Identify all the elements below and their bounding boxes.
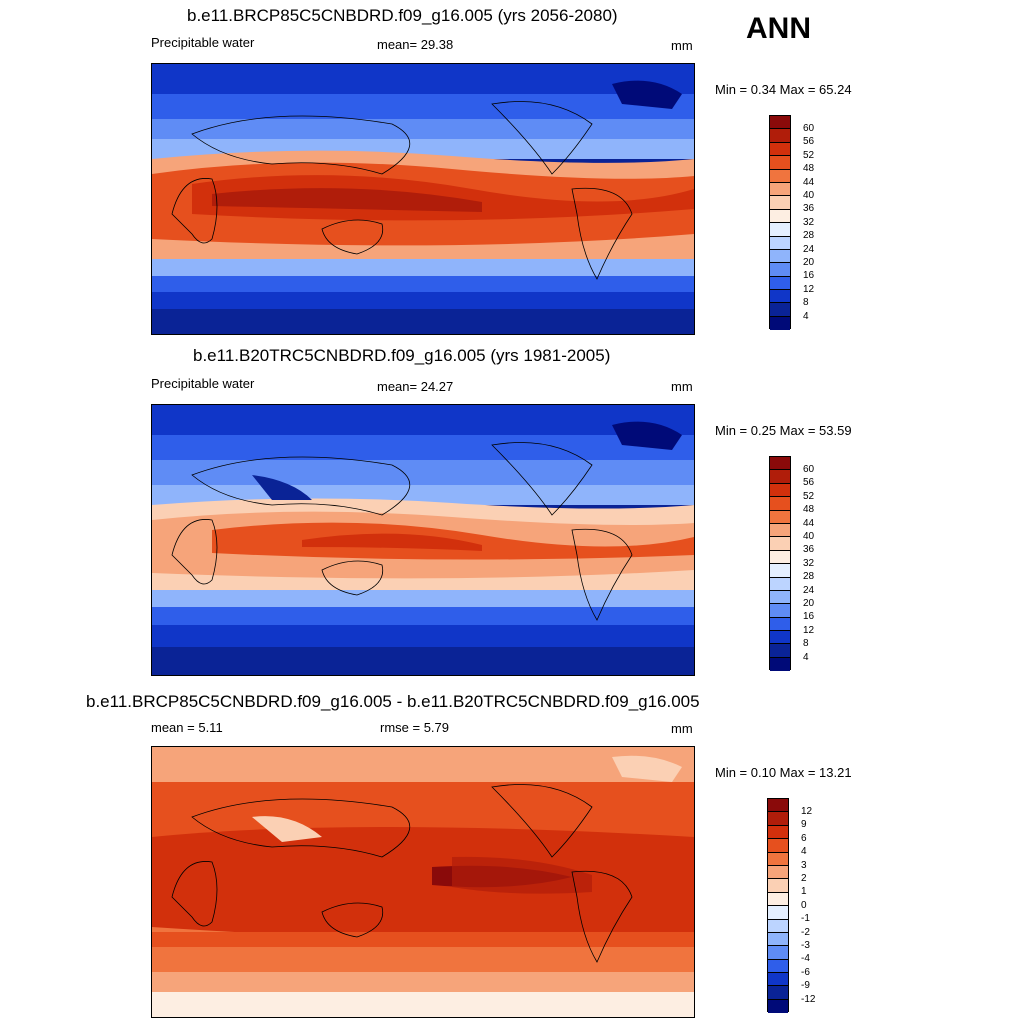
panel2-tick: 56 [803,477,815,488]
panel3-map [151,746,695,1018]
panel1-tick: 36 [803,203,815,214]
panel3-tick: 4 [801,846,807,857]
panel3-tick: 2 [801,873,807,884]
panel2-tick: 24 [803,585,815,596]
panel3-tick: 3 [801,860,807,871]
panel3-tick: 6 [801,833,807,844]
panel1-tick: 28 [803,230,815,241]
panel3-tick: 9 [801,819,807,830]
panel1-tick: 12 [803,284,815,295]
panel1-tick: 24 [803,244,815,255]
panel2-tick: 40 [803,531,815,542]
panel2-title: b.e11.B20TRC5CNBDRD.f09_g16.005 (yrs 198… [193,346,611,365]
panel1-tick: 60 [803,123,815,134]
panel3-tick: 0 [801,900,807,911]
panel2-tick: 8 [803,638,809,649]
season-label: ANN [746,12,811,45]
panel1-tick: 8 [803,297,809,308]
panel1-mean-label: mean= 29.38 [377,37,454,52]
panel3-minmax-label: Min = 0.10 Max = 13.21 [715,765,852,780]
panel1-tick: 52 [803,150,815,161]
panel2-tick: 12 [803,625,815,636]
panel2-tick: 44 [803,518,815,529]
panel2-tick: 36 [803,544,815,555]
panel2-variable-label: Precipitable water [151,376,255,391]
panel2-units-label: mm [671,379,693,394]
panel2-minmax-label: Min = 0.25 Max = 53.59 [715,423,852,438]
panel1-tick: 16 [803,270,815,281]
panel2-tick: 4 [803,652,809,663]
panel2-tick: 20 [803,598,815,609]
panel1-units-label: mm [671,38,693,53]
panel3-tick: -4 [801,953,810,964]
panel1-title: b.e11.BRCP85C5CNBDRD.f09_g16.005 (yrs 20… [187,6,618,25]
panel1-minmax-label: Min = 0.34 Max = 65.24 [715,82,852,97]
panel2-tick: 32 [803,558,815,569]
panel2-tick: 52 [803,491,815,502]
panel2-map [151,404,695,676]
panel2-tick: 48 [803,504,815,515]
panel3-tick: -6 [801,967,810,978]
panel1-tick: 20 [803,257,815,268]
panel1-variable-label: Precipitable water [151,35,255,50]
panel2-tick: 16 [803,611,815,622]
panel1-colorbar [769,115,791,331]
panel3-tick: -1 [801,913,810,924]
panel1-map [151,63,695,335]
panel1-tick: 4 [803,311,809,322]
panel3-tick: -2 [801,927,810,938]
panel2-tick: 60 [803,464,815,475]
panel3-mean-label: mean = 5.11 [151,720,223,735]
panel2-tick: 28 [803,571,815,582]
panel3-tick: 12 [801,806,813,817]
panel2-colorbar [769,456,791,672]
panel3-tick: -9 [801,980,810,991]
panel3-tick: 1 [801,886,807,897]
panel3-title: b.e11.BRCP85C5CNBDRD.f09_g16.005 - b.e11… [86,692,700,711]
panel2-mean-label: mean= 24.27 [377,379,454,394]
panel1-tick: 32 [803,217,815,228]
panel3-colorbar [767,798,789,1014]
panel3-units-label: mm [671,721,693,736]
panel3-rmse-label: rmse = 5.79 [380,720,450,735]
panel1-tick: 48 [803,163,815,174]
panel1-tick: 44 [803,177,815,188]
panel1-tick: 56 [803,136,815,147]
panel3-tick: -3 [801,940,810,951]
panel3-tick: -12 [801,994,816,1005]
panel1-tick: 40 [803,190,815,201]
